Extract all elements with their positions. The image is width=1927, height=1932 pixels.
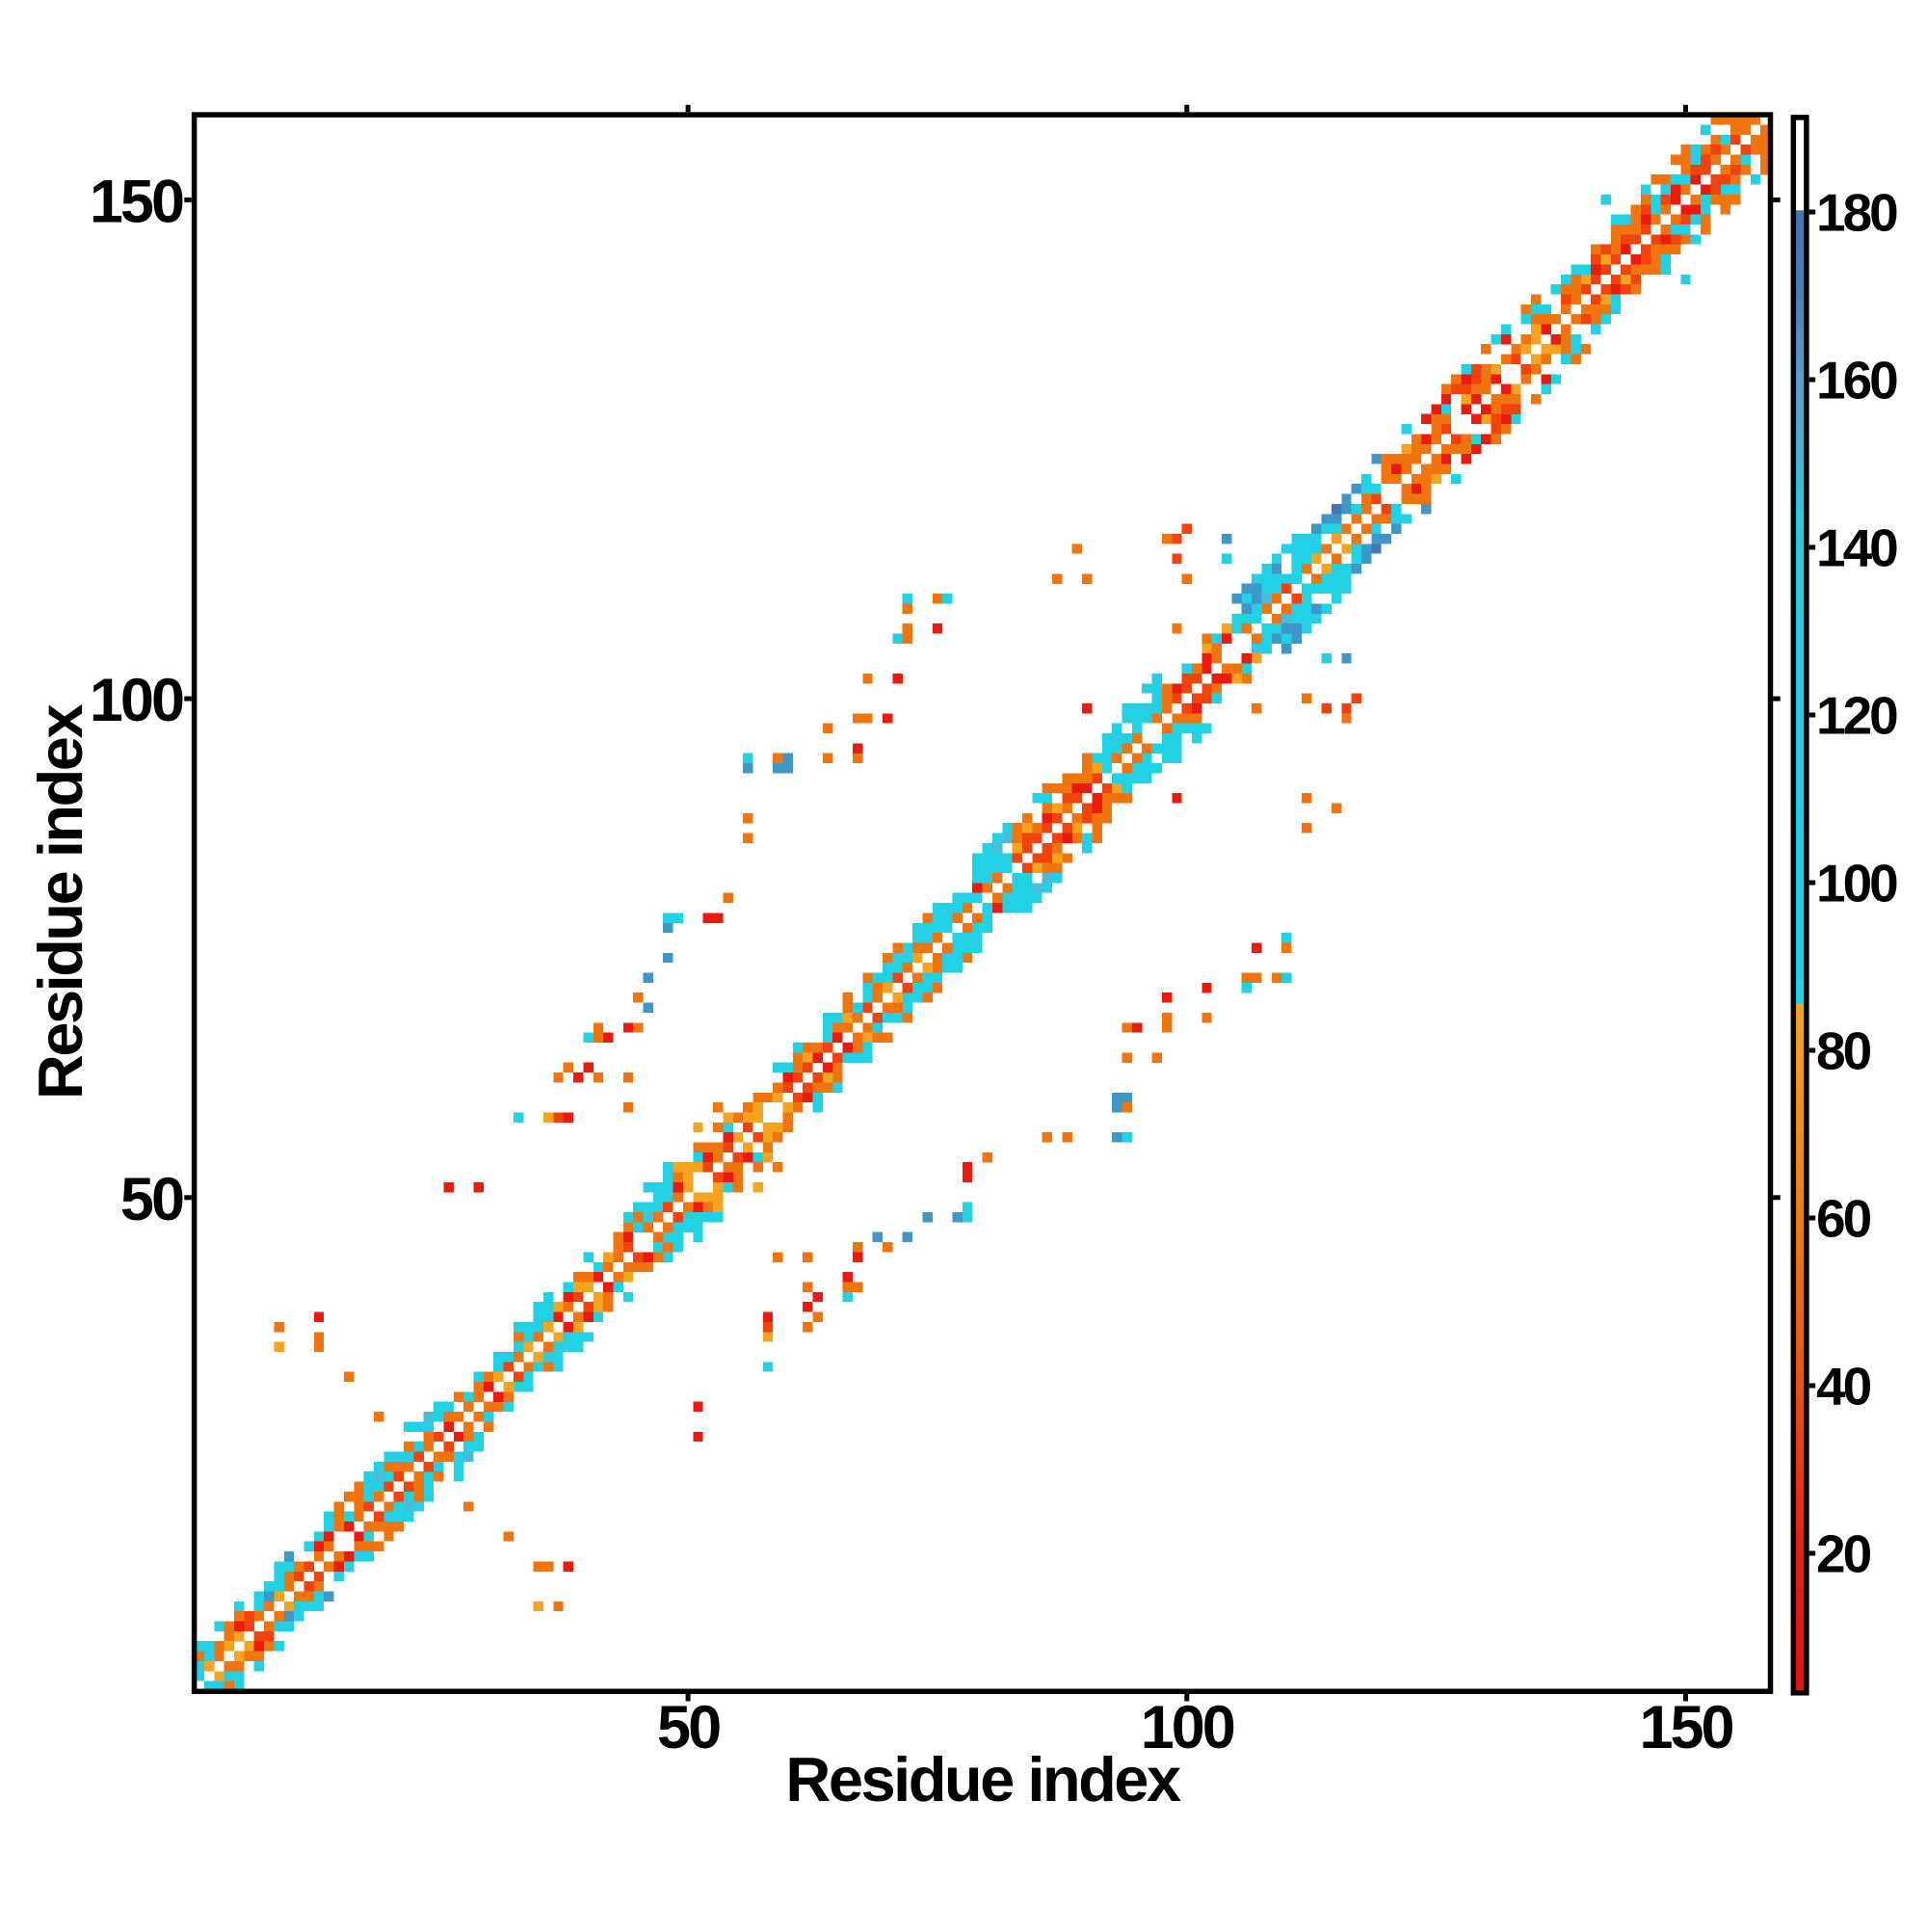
svg-text:150: 150 — [1639, 1694, 1732, 1761]
svg-text:80: 80 — [1816, 1020, 1871, 1080]
svg-text:40: 40 — [1816, 1356, 1871, 1416]
svg-text:100: 100 — [90, 667, 183, 734]
svg-text:50: 50 — [120, 1166, 183, 1233]
svg-text:100: 100 — [1141, 1694, 1234, 1761]
svg-text:Residue index: Residue index — [785, 1744, 1181, 1814]
svg-text:20: 20 — [1816, 1523, 1871, 1583]
svg-text:140: 140 — [1816, 517, 1897, 577]
svg-text:150: 150 — [90, 168, 183, 235]
svg-text:180: 180 — [1816, 182, 1897, 242]
svg-text:120: 120 — [1816, 685, 1897, 745]
svg-text:100: 100 — [1816, 853, 1897, 913]
svg-text:160: 160 — [1816, 350, 1897, 410]
svg-text:50: 50 — [657, 1694, 720, 1761]
svg-text:Residue index: Residue index — [25, 704, 95, 1100]
svg-text:60: 60 — [1816, 1188, 1871, 1248]
